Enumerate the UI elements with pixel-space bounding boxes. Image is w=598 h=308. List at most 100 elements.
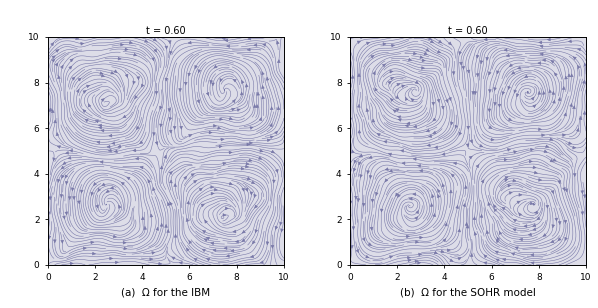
- FancyArrowPatch shape: [507, 54, 509, 57]
- FancyArrowPatch shape: [107, 145, 110, 148]
- FancyArrowPatch shape: [91, 192, 93, 195]
- FancyArrowPatch shape: [466, 144, 469, 147]
- FancyArrowPatch shape: [553, 100, 556, 103]
- FancyArrowPatch shape: [247, 143, 250, 146]
- FancyArrowPatch shape: [551, 191, 554, 194]
- FancyArrowPatch shape: [442, 184, 444, 187]
- FancyArrowPatch shape: [555, 218, 558, 221]
- FancyArrowPatch shape: [472, 91, 475, 94]
- FancyArrowPatch shape: [531, 262, 534, 265]
- FancyArrowPatch shape: [375, 88, 377, 91]
- FancyArrowPatch shape: [408, 58, 411, 61]
- FancyArrowPatch shape: [385, 168, 388, 170]
- FancyArrowPatch shape: [513, 179, 516, 182]
- FancyArrowPatch shape: [77, 89, 79, 92]
- FancyArrowPatch shape: [61, 240, 63, 243]
- FancyArrowPatch shape: [509, 64, 512, 67]
- FancyArrowPatch shape: [515, 247, 518, 249]
- FancyArrowPatch shape: [411, 99, 414, 101]
- FancyArrowPatch shape: [180, 126, 182, 129]
- FancyArrowPatch shape: [389, 170, 392, 172]
- FancyArrowPatch shape: [152, 188, 155, 191]
- FancyArrowPatch shape: [150, 214, 152, 217]
- FancyArrowPatch shape: [51, 110, 54, 113]
- FancyArrowPatch shape: [358, 74, 361, 76]
- FancyArrowPatch shape: [473, 217, 475, 220]
- FancyArrowPatch shape: [565, 237, 568, 240]
- FancyArrowPatch shape: [152, 58, 154, 61]
- FancyArrowPatch shape: [459, 132, 462, 135]
- FancyArrowPatch shape: [187, 201, 190, 204]
- FancyArrowPatch shape: [549, 90, 551, 93]
- FancyArrowPatch shape: [376, 192, 378, 195]
- FancyArrowPatch shape: [513, 219, 517, 222]
- FancyArrowPatch shape: [366, 109, 368, 111]
- FancyArrowPatch shape: [450, 190, 452, 193]
- FancyArrowPatch shape: [108, 149, 111, 152]
- FancyArrowPatch shape: [83, 247, 86, 250]
- FancyArrowPatch shape: [352, 150, 354, 153]
- FancyArrowPatch shape: [584, 195, 586, 198]
- FancyArrowPatch shape: [554, 73, 557, 76]
- FancyArrowPatch shape: [407, 235, 409, 238]
- Title: t = 0.60: t = 0.60: [146, 26, 185, 36]
- FancyArrowPatch shape: [83, 110, 86, 112]
- FancyArrowPatch shape: [433, 118, 436, 121]
- FancyArrowPatch shape: [242, 188, 245, 191]
- FancyArrowPatch shape: [249, 142, 252, 144]
- FancyArrowPatch shape: [168, 109, 170, 111]
- FancyArrowPatch shape: [140, 166, 143, 169]
- FancyArrowPatch shape: [245, 84, 248, 87]
- FancyArrowPatch shape: [467, 70, 470, 73]
- FancyArrowPatch shape: [415, 260, 418, 263]
- FancyArrowPatch shape: [173, 127, 176, 129]
- FancyArrowPatch shape: [459, 51, 462, 55]
- FancyArrowPatch shape: [121, 182, 124, 185]
- FancyArrowPatch shape: [432, 102, 435, 105]
- FancyArrowPatch shape: [60, 65, 63, 68]
- FancyArrowPatch shape: [435, 146, 438, 148]
- FancyArrowPatch shape: [241, 167, 244, 170]
- FancyArrowPatch shape: [537, 217, 540, 220]
- FancyArrowPatch shape: [48, 236, 51, 239]
- FancyArrowPatch shape: [266, 77, 269, 80]
- FancyArrowPatch shape: [150, 258, 152, 261]
- FancyArrowPatch shape: [81, 43, 84, 45]
- FancyArrowPatch shape: [576, 128, 579, 132]
- FancyArrowPatch shape: [419, 253, 422, 256]
- FancyArrowPatch shape: [52, 59, 55, 62]
- FancyArrowPatch shape: [219, 145, 222, 148]
- FancyArrowPatch shape: [496, 259, 499, 261]
- FancyArrowPatch shape: [533, 228, 536, 230]
- FancyArrowPatch shape: [237, 109, 240, 111]
- FancyArrowPatch shape: [390, 77, 393, 80]
- FancyArrowPatch shape: [179, 261, 182, 264]
- FancyArrowPatch shape: [78, 201, 80, 204]
- FancyArrowPatch shape: [480, 61, 483, 64]
- Title: t = 0.60: t = 0.60: [448, 26, 488, 36]
- FancyArrowPatch shape: [551, 61, 554, 63]
- FancyArrowPatch shape: [530, 202, 533, 205]
- FancyArrowPatch shape: [160, 223, 163, 226]
- FancyArrowPatch shape: [227, 255, 230, 257]
- FancyArrowPatch shape: [569, 40, 572, 43]
- FancyArrowPatch shape: [174, 234, 177, 237]
- FancyArrowPatch shape: [553, 159, 556, 161]
- FancyArrowPatch shape: [497, 237, 500, 240]
- FancyArrowPatch shape: [277, 107, 280, 110]
- FancyArrowPatch shape: [484, 262, 487, 264]
- FancyArrowPatch shape: [441, 250, 444, 253]
- FancyArrowPatch shape: [402, 85, 405, 87]
- FancyArrowPatch shape: [164, 155, 167, 158]
- FancyArrowPatch shape: [369, 156, 372, 159]
- FancyArrowPatch shape: [247, 177, 250, 180]
- FancyArrowPatch shape: [179, 89, 181, 91]
- FancyArrowPatch shape: [432, 195, 434, 198]
- FancyArrowPatch shape: [531, 97, 534, 100]
- FancyArrowPatch shape: [236, 240, 239, 243]
- FancyArrowPatch shape: [409, 197, 412, 200]
- FancyArrowPatch shape: [91, 241, 94, 244]
- FancyArrowPatch shape: [533, 224, 536, 227]
- FancyArrowPatch shape: [417, 164, 420, 167]
- FancyArrowPatch shape: [539, 179, 542, 181]
